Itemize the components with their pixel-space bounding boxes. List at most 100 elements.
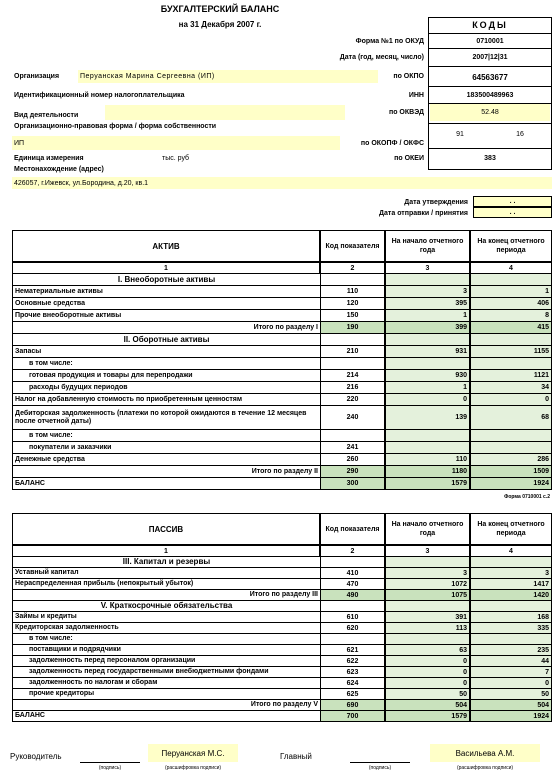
code: 183500489963 [466, 91, 514, 99]
sign-caption: (подпись) [368, 764, 392, 771]
row-label: покупатели и заказчики [12, 442, 320, 454]
row-code: 300 [320, 478, 385, 490]
value-cell: 1579 [385, 478, 470, 490]
row-code: 190 [320, 322, 385, 334]
code: 16 [516, 130, 524, 138]
value-cell: 50 [470, 689, 552, 700]
empty-cell [320, 634, 385, 645]
empty-cell [470, 634, 552, 645]
row-label: Запасы [12, 346, 320, 358]
value-cell: 63 [385, 645, 470, 656]
row-code: 260 [320, 454, 385, 466]
row-label: расходы будущих периодов [12, 382, 320, 394]
row-code: 241 [320, 442, 385, 454]
row-label: Нераспределенная прибыль (непокрытый убы… [12, 579, 320, 590]
value-cell: 1420 [470, 590, 552, 601]
row-code: 216 [320, 382, 385, 394]
sign-caption: (подпись) [98, 764, 122, 771]
codes-divider [428, 66, 552, 67]
empty-cell [470, 334, 552, 346]
codes-divider [428, 103, 552, 104]
label: по ОКЕИ [394, 154, 424, 162]
row-label: в том числе: [12, 358, 320, 370]
value-cell: 0 [470, 394, 552, 406]
row-label: БАЛАНС [12, 711, 320, 722]
value-cell: 168 [470, 612, 552, 623]
label: Дата отправки / принятия [379, 210, 468, 217]
value-cell: 1417 [470, 579, 552, 590]
label: Единица измерения [14, 154, 84, 162]
row-code: 470 [320, 579, 385, 590]
label: по ОКВЭД [388, 109, 424, 116]
column-number: 1 [12, 545, 320, 557]
codes-title: КОДЫ [472, 20, 508, 30]
empty-cell [470, 601, 552, 612]
column-number: 4 [470, 262, 552, 274]
codes-divider [428, 33, 552, 34]
label: по ОКПО [393, 73, 424, 80]
row-code: 610 [320, 612, 385, 623]
empty-cell [385, 601, 470, 612]
label: Форма №1 по ОКУД [355, 37, 424, 45]
row-code: 622 [320, 656, 385, 667]
value-cell: 286 [470, 454, 552, 466]
column-header: На начало отчетного года [385, 513, 470, 545]
value-cell: 504 [470, 700, 552, 711]
row-label: Итого по разделу II [12, 466, 320, 478]
sign-caption: (расшифровка подписи) [456, 764, 514, 771]
sign-label: Руководитель [10, 751, 62, 761]
column-header: На конец отчетного периода [470, 230, 552, 262]
value-cell: 3 [385, 286, 470, 298]
row-code: 624 [320, 678, 385, 689]
row-code: 690 [320, 700, 385, 711]
row-label: Нематериальные активы [12, 286, 320, 298]
codes-box [428, 17, 552, 170]
value-cell: 504 [385, 700, 470, 711]
row-code: 625 [320, 689, 385, 700]
value-cell: 50 [385, 689, 470, 700]
label: Организация [14, 73, 60, 80]
sign-caption: (расшифровка подписи) [164, 764, 222, 771]
section-title: II. Оборотные активы [12, 334, 320, 346]
form-note: Форма 0710001 с.2 [504, 493, 550, 500]
empty-cell [385, 334, 470, 346]
row-label: в том числе: [12, 430, 320, 442]
row-label: готовая продукция и товары для перепрода… [12, 370, 320, 382]
sign-label: Главный [280, 751, 312, 761]
empty-cell [470, 274, 552, 286]
value-cell: 395 [385, 298, 470, 310]
field: . . [473, 196, 552, 207]
value-cell: 68 [470, 406, 552, 430]
label: Дата утверждения [404, 199, 468, 206]
row-label: Налог на добавленную стоимость по приобр… [12, 394, 320, 406]
row-label: Прочие внеоборотные активы [12, 310, 320, 322]
row-label: задолженность по налогам и сборам [12, 678, 320, 689]
section-title: V. Краткосрочные обязательства [12, 601, 320, 612]
title: БУХГАЛТЕРСКИЙ БАЛАНС [160, 3, 280, 14]
field [105, 105, 345, 120]
column-number: 1 [12, 262, 320, 274]
empty-cell [385, 634, 470, 645]
field: Перуанская Марина Сергеевна (ИП) [78, 70, 378, 83]
row-label: Уставный капитал [12, 568, 320, 579]
table-title: АКТИВ [12, 230, 320, 262]
value-cell: 391 [385, 612, 470, 623]
row-label: Займы и кредиты [12, 612, 320, 623]
row-code: 120 [320, 298, 385, 310]
value-cell: 113 [385, 623, 470, 634]
row-code: 410 [320, 568, 385, 579]
value-cell: 406 [470, 298, 552, 310]
value-cell: 44 [470, 656, 552, 667]
row-code: 110 [320, 286, 385, 298]
empty-cell [385, 358, 470, 370]
value-cell: 930 [385, 370, 470, 382]
row-label: поставщики и подрядчики [12, 645, 320, 656]
value-cell: 1 [470, 286, 552, 298]
value-cell: 335 [470, 623, 552, 634]
sign-line [350, 762, 410, 763]
column-header: Код показателя [320, 230, 385, 262]
row-label: Кредиторская задолженность [12, 623, 320, 634]
code: 2007|12|31 [472, 54, 508, 61]
value-cell: 1180 [385, 466, 470, 478]
empty-cell [470, 358, 552, 370]
